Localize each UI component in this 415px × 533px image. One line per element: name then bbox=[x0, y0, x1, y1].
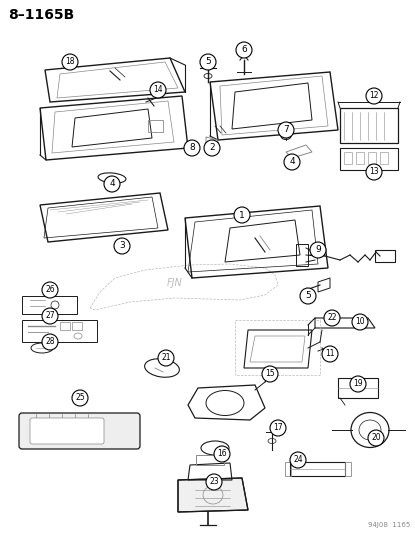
Bar bbox=[356, 152, 364, 164]
Text: 24: 24 bbox=[293, 456, 303, 464]
Text: 2: 2 bbox=[209, 143, 215, 152]
Bar bbox=[72, 322, 82, 330]
Text: 20: 20 bbox=[371, 433, 381, 442]
Text: 5: 5 bbox=[305, 292, 311, 301]
Text: 28: 28 bbox=[45, 337, 55, 346]
Bar bbox=[340, 148, 398, 170]
Text: 11: 11 bbox=[325, 350, 335, 359]
Text: 8–1165B: 8–1165B bbox=[8, 8, 74, 22]
Text: 3: 3 bbox=[119, 241, 125, 251]
Bar bbox=[340, 108, 398, 143]
Bar bbox=[380, 152, 388, 164]
Text: 13: 13 bbox=[369, 167, 379, 176]
Circle shape bbox=[42, 334, 58, 350]
Circle shape bbox=[114, 238, 130, 254]
Bar bbox=[285, 462, 291, 476]
FancyBboxPatch shape bbox=[30, 418, 104, 444]
Text: 27: 27 bbox=[45, 311, 55, 320]
Circle shape bbox=[278, 122, 294, 138]
Text: 6: 6 bbox=[241, 45, 247, 54]
Text: 17: 17 bbox=[273, 424, 283, 432]
Circle shape bbox=[206, 474, 222, 490]
Circle shape bbox=[236, 42, 252, 58]
Bar bbox=[345, 462, 351, 476]
FancyBboxPatch shape bbox=[19, 413, 140, 449]
Bar bbox=[148, 120, 163, 132]
Circle shape bbox=[350, 376, 366, 392]
Bar bbox=[375, 250, 395, 262]
Circle shape bbox=[368, 430, 384, 446]
Circle shape bbox=[42, 308, 58, 324]
Text: 9: 9 bbox=[315, 246, 321, 254]
Text: 15: 15 bbox=[265, 369, 275, 378]
Text: 26: 26 bbox=[45, 286, 55, 295]
Text: 12: 12 bbox=[369, 92, 379, 101]
Circle shape bbox=[322, 346, 338, 362]
Circle shape bbox=[150, 82, 166, 98]
Circle shape bbox=[158, 350, 174, 366]
Bar bbox=[22, 320, 97, 342]
Circle shape bbox=[366, 164, 382, 180]
Circle shape bbox=[104, 176, 120, 192]
Text: 8: 8 bbox=[189, 143, 195, 152]
Circle shape bbox=[290, 452, 306, 468]
Circle shape bbox=[204, 140, 220, 156]
Circle shape bbox=[184, 140, 200, 156]
Circle shape bbox=[324, 310, 340, 326]
Circle shape bbox=[366, 88, 382, 104]
Text: FJΝ: FJΝ bbox=[167, 278, 183, 288]
Bar bbox=[196, 455, 224, 465]
Circle shape bbox=[300, 288, 316, 304]
Bar bbox=[290, 462, 345, 476]
Text: 94J08  1165: 94J08 1165 bbox=[368, 522, 410, 528]
Bar bbox=[368, 152, 376, 164]
Text: 4: 4 bbox=[289, 157, 295, 166]
Bar bbox=[338, 378, 378, 398]
Polygon shape bbox=[178, 478, 248, 512]
Text: 22: 22 bbox=[327, 313, 337, 322]
Text: 21: 21 bbox=[161, 353, 171, 362]
Text: 10: 10 bbox=[355, 318, 365, 327]
Text: 14: 14 bbox=[153, 85, 163, 94]
Text: 19: 19 bbox=[353, 379, 363, 389]
Bar bbox=[60, 322, 70, 330]
Circle shape bbox=[234, 207, 250, 223]
Circle shape bbox=[352, 314, 368, 330]
Circle shape bbox=[270, 420, 286, 436]
Text: 25: 25 bbox=[75, 393, 85, 402]
Text: 4: 4 bbox=[109, 180, 115, 189]
Bar bbox=[296, 244, 308, 266]
Circle shape bbox=[310, 242, 326, 258]
Text: 1: 1 bbox=[239, 211, 245, 220]
Text: 16: 16 bbox=[217, 449, 227, 458]
Circle shape bbox=[200, 54, 216, 70]
Text: 18: 18 bbox=[65, 58, 75, 67]
Circle shape bbox=[284, 154, 300, 170]
Text: 7: 7 bbox=[283, 125, 289, 134]
Circle shape bbox=[214, 446, 230, 462]
Circle shape bbox=[262, 366, 278, 382]
Circle shape bbox=[62, 54, 78, 70]
Circle shape bbox=[42, 282, 58, 298]
Circle shape bbox=[72, 390, 88, 406]
Text: 5: 5 bbox=[205, 58, 211, 67]
Bar bbox=[22, 296, 77, 314]
Bar bbox=[344, 152, 352, 164]
Text: 23: 23 bbox=[209, 478, 219, 487]
